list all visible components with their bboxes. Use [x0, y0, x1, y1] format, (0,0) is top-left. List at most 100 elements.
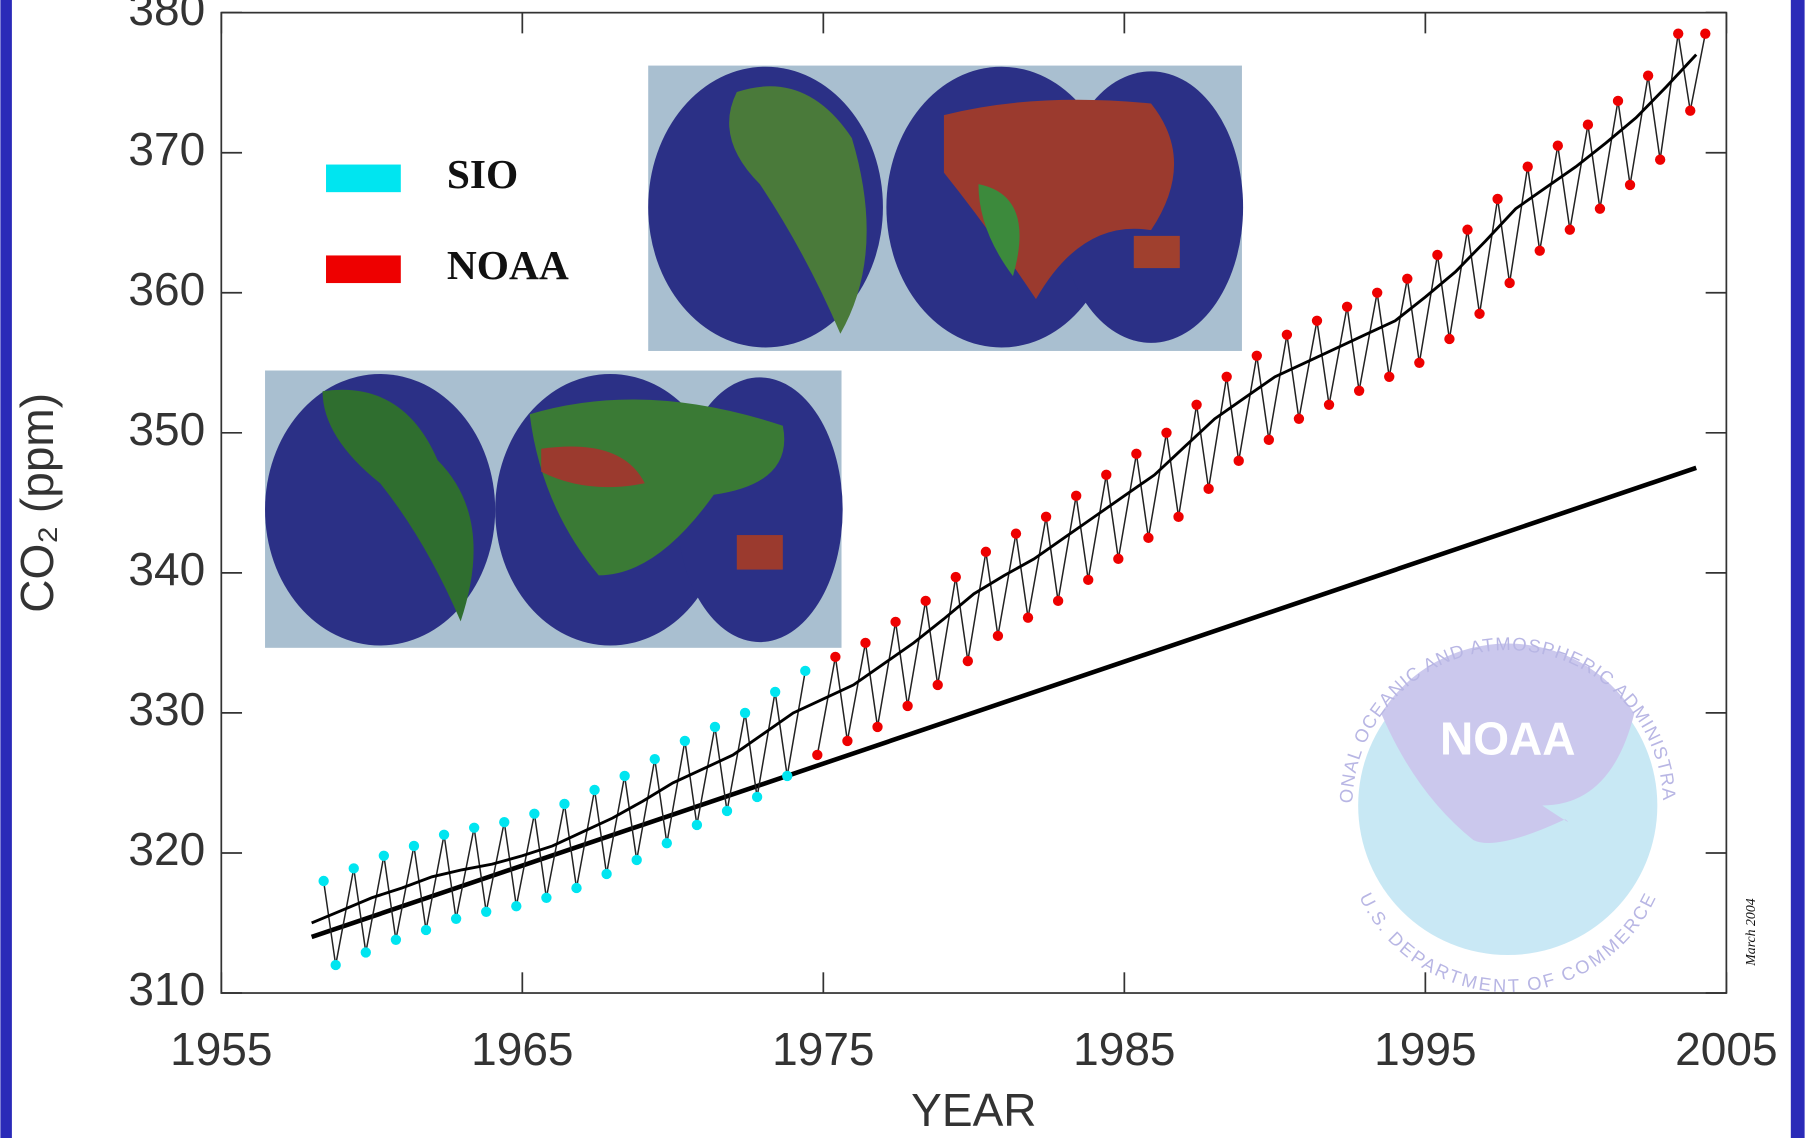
- data-point: [1161, 428, 1171, 438]
- legend-label: NOAA: [447, 242, 569, 288]
- x-tick-label: 2005: [1675, 1023, 1777, 1075]
- logo-name: NOAA: [1440, 712, 1576, 764]
- data-point: [391, 935, 401, 945]
- y-tick-label: 380: [128, 0, 205, 35]
- data-point: [1071, 491, 1081, 501]
- data-point: [1402, 274, 1412, 284]
- data-point: [632, 855, 642, 865]
- data-point: [1203, 484, 1213, 494]
- data-point: [421, 925, 431, 935]
- data-point: [902, 701, 912, 711]
- data-point: [921, 596, 931, 606]
- data-point: [1312, 316, 1322, 326]
- data-point: [662, 838, 672, 848]
- data-point: [1173, 512, 1183, 522]
- legend-swatch: [326, 255, 401, 283]
- data-point: [1384, 372, 1394, 382]
- data-point: [1625, 180, 1635, 190]
- data-point: [1011, 528, 1021, 538]
- data-point: [1504, 278, 1514, 288]
- data-point: [1492, 194, 1502, 204]
- data-point: [1655, 155, 1665, 165]
- data-point: [1143, 533, 1153, 543]
- data-point: [993, 631, 1003, 641]
- data-point: [1191, 400, 1201, 410]
- y-tick-label: 310: [128, 963, 205, 1015]
- data-point: [1462, 225, 1472, 235]
- data-point: [619, 771, 629, 781]
- data-point: [1685, 106, 1695, 116]
- y-tick-label: 360: [128, 263, 205, 315]
- data-point: [1553, 141, 1563, 151]
- data-point: [1474, 309, 1484, 319]
- data-point: [511, 901, 521, 911]
- data-point: [481, 907, 491, 917]
- data-point: [1252, 351, 1262, 361]
- data-point: [1023, 613, 1033, 623]
- x-tick-label: 1965: [471, 1023, 573, 1075]
- data-point: [800, 666, 810, 676]
- legend-label: SIO: [447, 151, 518, 197]
- data-point: [933, 680, 943, 690]
- data-point: [1595, 204, 1605, 214]
- data-point: [1700, 28, 1710, 38]
- x-tick-label: 1985: [1073, 1023, 1175, 1075]
- y-tick-label: 350: [128, 403, 205, 455]
- data-point: [1535, 246, 1545, 256]
- data-point: [571, 883, 581, 893]
- data-point: [1234, 456, 1244, 466]
- data-point: [650, 754, 660, 764]
- data-point: [379, 851, 389, 861]
- data-point: [409, 841, 419, 851]
- data-point: [830, 652, 840, 662]
- data-point: [692, 820, 702, 830]
- data-point: [559, 799, 569, 809]
- data-point: [872, 722, 882, 732]
- y-tick-label: 330: [128, 683, 205, 735]
- data-point: [770, 687, 780, 697]
- data-point: [451, 914, 461, 924]
- data-point: [842, 736, 852, 746]
- data-point: [740, 708, 750, 718]
- x-axis-label: YEAR: [911, 1084, 1036, 1136]
- data-point: [349, 863, 359, 873]
- data-point: [1222, 372, 1232, 382]
- data-point: [469, 823, 479, 833]
- y-axis-label: CO₂ (ppm): [11, 393, 63, 613]
- data-point: [1673, 28, 1683, 38]
- data-point: [589, 785, 599, 795]
- data-point: [1583, 120, 1593, 130]
- chart: 3103203303403503603703801955196519751985…: [0, 0, 1805, 1138]
- data-point: [1523, 162, 1533, 172]
- data-point: [1342, 302, 1352, 312]
- x-tick-label: 1975: [772, 1023, 874, 1075]
- data-point: [890, 617, 900, 627]
- data-point: [541, 893, 551, 903]
- data-point: [1444, 334, 1454, 344]
- x-tick-label: 1995: [1374, 1023, 1476, 1075]
- data-point: [963, 656, 973, 666]
- data-point: [951, 572, 961, 582]
- data-point: [601, 869, 611, 879]
- data-point: [318, 876, 328, 886]
- data-point: [710, 722, 720, 732]
- data-point: [1432, 250, 1442, 260]
- data-point: [1613, 96, 1623, 106]
- data-point: [331, 960, 341, 970]
- data-point: [499, 817, 509, 827]
- world-map: [648, 66, 1243, 351]
- data-point: [1643, 71, 1653, 81]
- data-point: [529, 809, 539, 819]
- data-point: [1414, 358, 1424, 368]
- data-point: [1324, 400, 1334, 410]
- data-point: [812, 750, 822, 760]
- date-note: March 2004: [1743, 898, 1758, 966]
- world-map: [265, 371, 843, 648]
- data-point: [860, 638, 870, 648]
- data-point: [1101, 470, 1111, 480]
- y-tick-label: 340: [128, 543, 205, 595]
- x-tick-label: 1955: [170, 1023, 272, 1075]
- data-point: [1041, 512, 1051, 522]
- data-point: [680, 736, 690, 746]
- data-point: [1565, 225, 1575, 235]
